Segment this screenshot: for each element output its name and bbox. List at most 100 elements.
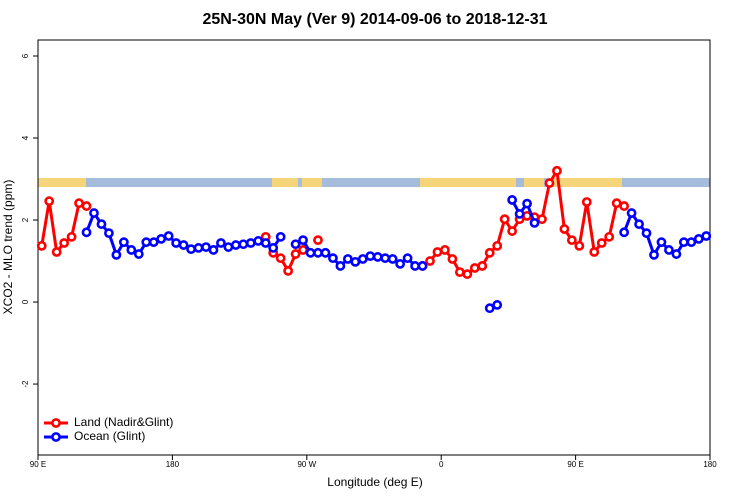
data-point bbox=[313, 247, 323, 258]
data-point bbox=[492, 240, 503, 251]
data-point bbox=[417, 261, 428, 271]
data-point bbox=[484, 247, 495, 258]
data-point bbox=[230, 240, 241, 250]
data-point bbox=[440, 245, 450, 255]
data-point bbox=[96, 219, 107, 230]
data-point bbox=[664, 245, 674, 255]
data-point bbox=[342, 254, 353, 264]
data-point bbox=[260, 238, 271, 248]
data-point bbox=[649, 249, 659, 260]
data-point bbox=[462, 269, 473, 280]
data-point bbox=[126, 245, 137, 255]
data-point bbox=[156, 233, 167, 244]
data-point bbox=[686, 237, 697, 248]
land-band bbox=[548, 178, 622, 187]
data-point bbox=[514, 208, 525, 219]
data-point bbox=[104, 228, 114, 239]
y-tick-label: 2 bbox=[21, 217, 30, 222]
data-point bbox=[499, 214, 510, 225]
data-point bbox=[238, 239, 249, 250]
land-band bbox=[272, 178, 298, 187]
data-point bbox=[507, 195, 518, 205]
data-point bbox=[245, 238, 256, 248]
data-point bbox=[611, 198, 622, 209]
data-point bbox=[89, 208, 99, 218]
data-point bbox=[216, 238, 226, 248]
data-point bbox=[693, 233, 704, 244]
data-point bbox=[320, 247, 331, 258]
data-point bbox=[283, 265, 294, 276]
data-point bbox=[171, 238, 182, 248]
data-point bbox=[656, 237, 667, 248]
legend-marker bbox=[51, 432, 61, 442]
data-point bbox=[425, 256, 435, 266]
land-mask bbox=[38, 178, 710, 187]
data-point bbox=[298, 235, 308, 246]
data-point bbox=[81, 227, 92, 238]
ocean-band bbox=[38, 178, 710, 187]
data-point bbox=[552, 165, 562, 176]
land-band bbox=[38, 178, 86, 187]
data-point bbox=[701, 231, 712, 241]
series bbox=[81, 195, 712, 314]
data-point bbox=[163, 231, 174, 241]
data-point bbox=[178, 240, 189, 250]
data-point bbox=[141, 237, 152, 248]
data-point bbox=[223, 242, 234, 252]
legend-marker bbox=[51, 418, 61, 428]
data-point bbox=[619, 201, 630, 211]
data-point bbox=[566, 235, 577, 246]
data-point bbox=[81, 201, 92, 211]
data-point bbox=[186, 244, 196, 255]
y-tick-label: 4 bbox=[21, 135, 30, 140]
data-point bbox=[537, 214, 547, 225]
data-point bbox=[596, 238, 607, 248]
data-point bbox=[253, 236, 264, 246]
data-point bbox=[581, 197, 592, 207]
data-point bbox=[454, 267, 465, 278]
data-point bbox=[410, 261, 420, 271]
x-tick-label: 180 bbox=[166, 460, 180, 469]
data-point bbox=[201, 242, 211, 252]
y-tick-label: -2 bbox=[21, 380, 30, 388]
land-band bbox=[302, 178, 322, 187]
data-point bbox=[372, 252, 383, 262]
x-tick-label: 180 bbox=[703, 460, 717, 469]
data-point bbox=[484, 303, 495, 314]
data-point bbox=[148, 237, 159, 248]
data-point bbox=[36, 240, 47, 251]
data-point bbox=[66, 231, 77, 242]
x-tick-label: 90 E bbox=[567, 460, 583, 469]
data-point bbox=[522, 198, 532, 209]
data-point bbox=[44, 196, 55, 207]
data-point bbox=[619, 227, 630, 238]
x-axis-label: Longitude (deg E) bbox=[327, 475, 422, 489]
data-point bbox=[529, 217, 540, 228]
data-point bbox=[111, 249, 122, 260]
data-point bbox=[365, 251, 376, 262]
legend: Land (Nadir&Glint)Ocean (Glint) bbox=[44, 415, 173, 443]
data-point bbox=[74, 198, 84, 209]
data-point bbox=[208, 245, 219, 255]
data-point bbox=[626, 208, 637, 218]
data-point bbox=[477, 261, 488, 271]
data-point bbox=[402, 253, 413, 264]
data-point bbox=[432, 247, 443, 257]
data-point bbox=[290, 249, 301, 259]
legend-label: Ocean (Glint) bbox=[74, 429, 145, 443]
data-point bbox=[305, 247, 316, 258]
data-point bbox=[275, 231, 286, 242]
data-point bbox=[380, 253, 391, 264]
y-axis-label: XCO2 - MLO trend (ppm) bbox=[1, 180, 15, 315]
data-point bbox=[447, 254, 458, 264]
data-point bbox=[559, 224, 570, 234]
x-tick-label: 90 E bbox=[30, 460, 46, 469]
data-point bbox=[395, 259, 406, 269]
data-point bbox=[671, 249, 682, 259]
data-point bbox=[290, 239, 301, 250]
data-point bbox=[328, 253, 338, 264]
data-point bbox=[492, 300, 503, 310]
data-point bbox=[387, 254, 398, 264]
